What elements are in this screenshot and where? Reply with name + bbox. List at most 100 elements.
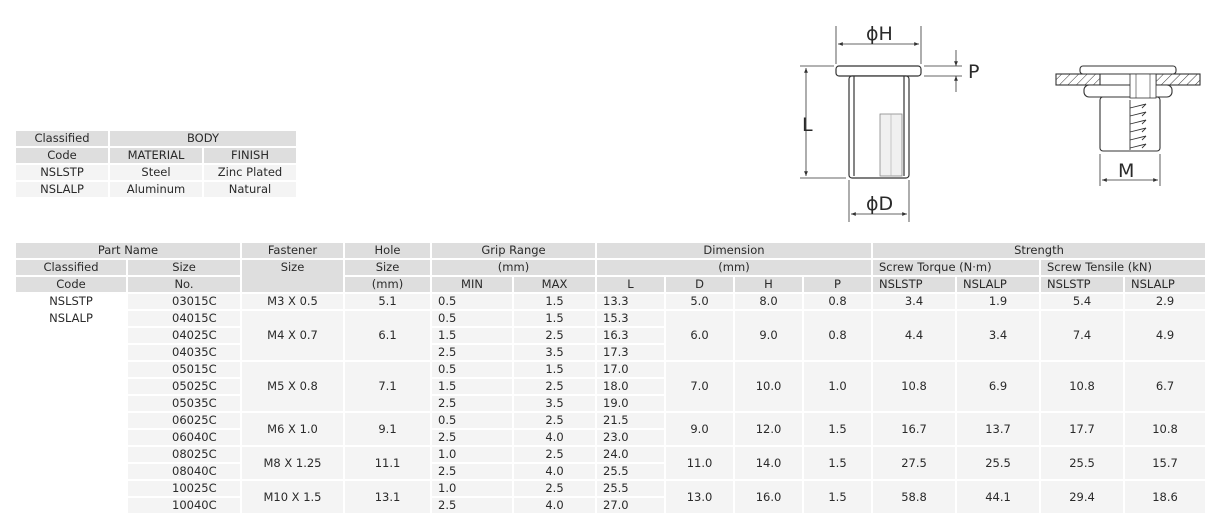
dim-h-cell: 9.0 [735,311,802,360]
torque-nslalp-cell: 3.4 [957,311,1039,360]
spec-code: NSLALP [16,182,108,197]
hole-size-cell: 9.1 [345,413,430,445]
fastener-size-cell: M10 X 1.5 [242,481,343,513]
grip-max-cell: 3.5 [514,345,595,360]
fastener-size-cell: M3 X 0.5 [242,294,343,309]
header-grip-mm: (mm) [432,260,595,275]
table-row: 04025C 1.5 2.5 16.3 [16,328,1205,343]
grip-max-cell: 4.0 [514,498,595,513]
spec-header-material: MATERIAL [110,148,202,163]
header-size: Size [128,260,240,275]
dim-p-cell: 1.5 [804,481,871,513]
header-code: Code [16,277,126,292]
dim-l-cell: 16.3 [597,328,664,343]
dim-d-cell: 11.0 [666,447,733,479]
spec-code: NSLSTP [16,165,108,180]
spec-row: NSLSTP Steel Zinc Plated [16,165,296,180]
dim-l-cell: 17.0 [597,362,664,377]
grip-min-cell: 0.5 [432,311,512,326]
dim-p-cell: 0.8 [804,311,871,360]
tensile-nslalp-cell: 18.6 [1125,481,1205,513]
tensile-nslstp-cell: 5.4 [1041,294,1123,309]
classified-code-cell: NSLSTP NSLALP [16,294,126,513]
header-strength: Strength [873,243,1205,258]
header-dimension: Dimension [597,243,871,258]
header-fastener: Fastener [242,243,343,258]
header-classified: Classified [16,260,126,275]
fastener-size-cell: M5 X 0.8 [242,362,343,411]
header-torque-nslalp: NSLALP [957,277,1039,292]
size-no-cell: 10040C [128,498,240,513]
dim-l-cell: 21.5 [597,413,664,428]
dim-d-cell: 9.0 [666,413,733,445]
table-row: 05025C 1.5 2.5 18.0 [16,379,1205,394]
dim-d-cell: 7.0 [666,362,733,411]
spec-header-body: BODY [110,131,296,146]
grip-max-cell: 2.5 [514,328,595,343]
torque-nslalp-cell: 44.1 [957,481,1039,513]
header-dimension-mm: (mm) [597,260,871,275]
size-no-cell: 04025C [128,328,240,343]
grip-max-cell: 2.5 [514,413,595,428]
grip-max-cell: 2.5 [514,379,595,394]
tensile-nslstp-cell: 7.4 [1041,311,1123,360]
header-hole: Hole [345,243,430,258]
specification-table: Part Name Fastener Hole Grip Range Dimen… [14,241,1207,515]
tensile-nslalp-cell: 10.8 [1125,413,1205,445]
table-row: 05015C M5 X 0.8 7.1 0.5 1.5 17.0 7.0 10.0 1.0 10.… [16,362,1205,411]
size-no-cell: 05015C [128,362,240,377]
header-screw-tensile: Screw Tensile (kN) [1041,260,1205,275]
grip-min-cell: 2.5 [432,396,512,411]
grip-min-cell: 1.0 [432,447,512,462]
table-row: 05035C 2.5 3.5 19.0 [16,396,1205,411]
table-row: 06025C M6 X 1.0 9.1 0.5 2.5 21.5 9.0 12.0 1.5 16.… [16,413,1205,445]
label-dia-d: ϕD [866,193,893,215]
header-tensile-nslalp: NSLALP [1125,277,1205,292]
grip-max-cell: 2.5 [514,481,595,496]
size-no-cell: 04015C [128,311,240,326]
tensile-nslstp-cell: 10.8 [1041,362,1123,411]
dim-l-cell: 24.0 [597,447,664,462]
grip-min-cell: 1.0 [432,481,512,496]
fastener-size-cell: M8 X 1.25 [242,447,343,479]
header-fastener-size: Size [242,260,343,292]
rivet-nut-installed-section-drawing: M [1055,65,1201,186]
size-no-cell: 06040C [128,430,240,445]
size-no-cell: 05035C [128,396,240,411]
torque-nslstp-cell: 58.8 [873,481,955,513]
dim-l-cell: 17.3 [597,345,664,360]
header-h: H [735,277,802,292]
classified-code-nslstp: NSLSTP [49,294,93,308]
dim-p-cell: 1.0 [804,362,871,411]
header-l: L [597,277,664,292]
dim-h-cell: 10.0 [735,362,802,411]
hole-size-cell: 11.1 [345,447,430,479]
size-no-cell: 08040C [128,464,240,479]
table-row: 06040C 2.5 4.0 23.0 [16,430,1205,445]
header-hole-size: Size [345,260,430,275]
grip-min-cell: 1.5 [432,379,512,394]
dim-d-cell: 6.0 [666,311,733,360]
header-max: MAX [514,277,595,292]
spec-header-code: Code [16,148,108,163]
dim-d-cell: 5.0 [666,294,733,309]
table-body: NSLSTP NSLALP 03015C M3 X 0.5 5.1 0.5 1.5 13.3 5… [16,294,1205,513]
table-row: 08025C M8 X 1.25 11.1 1.0 2.5 24.0 11.0 14.0 1.5… [16,447,1205,479]
hole-size-cell: 5.1 [345,294,430,309]
grip-max-cell: 1.5 [514,311,595,326]
spec-finish: Natural [204,182,296,197]
tensile-nslstp-cell: 29.4 [1041,481,1123,513]
grip-max-cell: 4.0 [514,430,595,445]
spec-row: NSLALP Aluminum Natural [16,182,296,197]
dim-l-cell: 27.0 [597,498,664,513]
dim-l-cell: 19.0 [597,396,664,411]
grip-min-cell: 2.5 [432,498,512,513]
table-row: 04015C M4 X 0.7 6.1 0.5 1.5 15.3 6.0 9.0 0.8 4.4 3… [16,311,1205,360]
dim-l-cell: 25.5 [597,464,664,479]
spec-material: Aluminum [110,182,202,197]
dim-p-cell: 1.5 [804,413,871,445]
dim-d-cell: 13.0 [666,481,733,513]
grip-min-cell: 2.5 [432,464,512,479]
header-torque-nslstp: NSLSTP [873,277,955,292]
dim-p-cell: 1.5 [804,447,871,479]
